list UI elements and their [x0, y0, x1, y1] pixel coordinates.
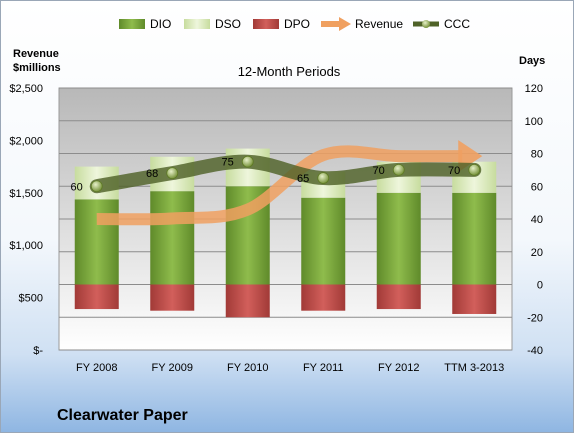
ccc-point [90, 180, 103, 193]
bar-dpo [150, 284, 195, 311]
ccc-data-label: 70 [373, 165, 385, 177]
legend-marker-ccc [422, 20, 430, 28]
right-axis-ticks: -40 -20 0 20 40 60 80 100 120 [525, 83, 543, 357]
left-axis-tick-label: $2,500 [9, 83, 43, 95]
x-axis-tick-label: FY 2011 [303, 362, 344, 374]
right-axis-tick-label: 20 [531, 247, 543, 259]
right-axis-tick-label: 0 [537, 280, 543, 292]
right-axis-label: Days [519, 55, 545, 67]
legend-arrow-revenue [339, 17, 351, 31]
left-axis-tick-label: $- [33, 345, 43, 357]
ccc-data-label: 60 [71, 181, 83, 193]
right-axis-tick-label: 120 [525, 83, 543, 95]
bar-dpo [452, 284, 497, 314]
legend-swatch-dio [119, 19, 145, 29]
right-axis-tick-label: -40 [527, 345, 543, 357]
x-axis-tick-label: TTM 3-2013 [444, 362, 504, 374]
bar-dpo [376, 284, 421, 310]
x-axis-tick-label: FY 2008 [76, 362, 117, 374]
ccc-layer: 60 68 75 65 70 70 [71, 154, 482, 194]
legend-label-dio: DIO [150, 17, 171, 31]
bar-dio [74, 199, 119, 285]
legend: DIO DSO DPO Revenue CCC [119, 17, 470, 31]
ccc-point [317, 172, 330, 184]
bar-dpo [225, 284, 270, 318]
ccc-data-label: 75 [222, 157, 234, 169]
left-axis-tick-label: $1,500 [9, 188, 43, 200]
legend-item-dio: DIO [119, 17, 171, 31]
legend-label-ccc: CCC [444, 17, 470, 31]
x-axis-tick-label: FY 2009 [152, 362, 193, 374]
bar-dpo [301, 284, 346, 311]
left-axis-tick-label: $500 [19, 293, 43, 305]
bar-dio [376, 192, 421, 285]
ccc-point [392, 163, 405, 176]
x-axis-ticks: FY 2008 FY 2009 FY 2010 FY 2011 FY 2012 TTM 3… [76, 362, 504, 374]
left-axis-label-line1: Revenue [13, 48, 59, 60]
bar-dio [150, 191, 195, 285]
bars-layer [74, 148, 497, 318]
ccc-data-label: 65 [297, 173, 309, 185]
left-axis-tick-label: $1,000 [9, 240, 43, 252]
x-axis-tick-label: FY 2010 [227, 362, 268, 374]
company-name: Clearwater Paper [57, 407, 188, 424]
bar-dio [301, 197, 346, 285]
right-axis-tick-label: -20 [527, 312, 543, 324]
right-axis-tick-label: 40 [531, 214, 543, 226]
legend-swatch-dso [184, 19, 210, 29]
legend-item-revenue: Revenue [321, 17, 403, 31]
right-axis-tick-label: 100 [525, 116, 543, 128]
legend-swatch-dpo [253, 19, 279, 29]
ccc-point [241, 155, 254, 168]
x-axis-tick-label: FY 2012 [378, 362, 419, 374]
ccc-line [89, 154, 482, 194]
bar-dpo [74, 284, 119, 310]
left-axis-label-line2: $millions [13, 62, 61, 74]
ccc-data-label: 70 [448, 165, 460, 177]
revenue-line [96, 145, 463, 226]
ccc-point [166, 167, 179, 180]
ccc-point [468, 163, 481, 176]
legend-label-revenue: Revenue [355, 17, 403, 31]
chart-title: 12-Month Periods [238, 64, 341, 79]
legend-item-dso: DSO [184, 17, 241, 31]
legend-item-ccc: CCC [413, 17, 470, 31]
left-axis-ticks: $- $500 $1,000 $1,500 $2,000 $2,500 [9, 83, 43, 357]
right-axis-tick-label: 60 [531, 181, 543, 193]
right-axis-tick-label: 80 [531, 149, 543, 161]
ccc-data-label: 68 [146, 168, 158, 180]
legend-label-dpo: DPO [284, 17, 310, 31]
legend-label-dso: DSO [215, 17, 241, 31]
bar-dio [452, 192, 497, 285]
left-axis-tick-label: $2,000 [9, 135, 43, 147]
legend-item-dpo: DPO [253, 17, 310, 31]
